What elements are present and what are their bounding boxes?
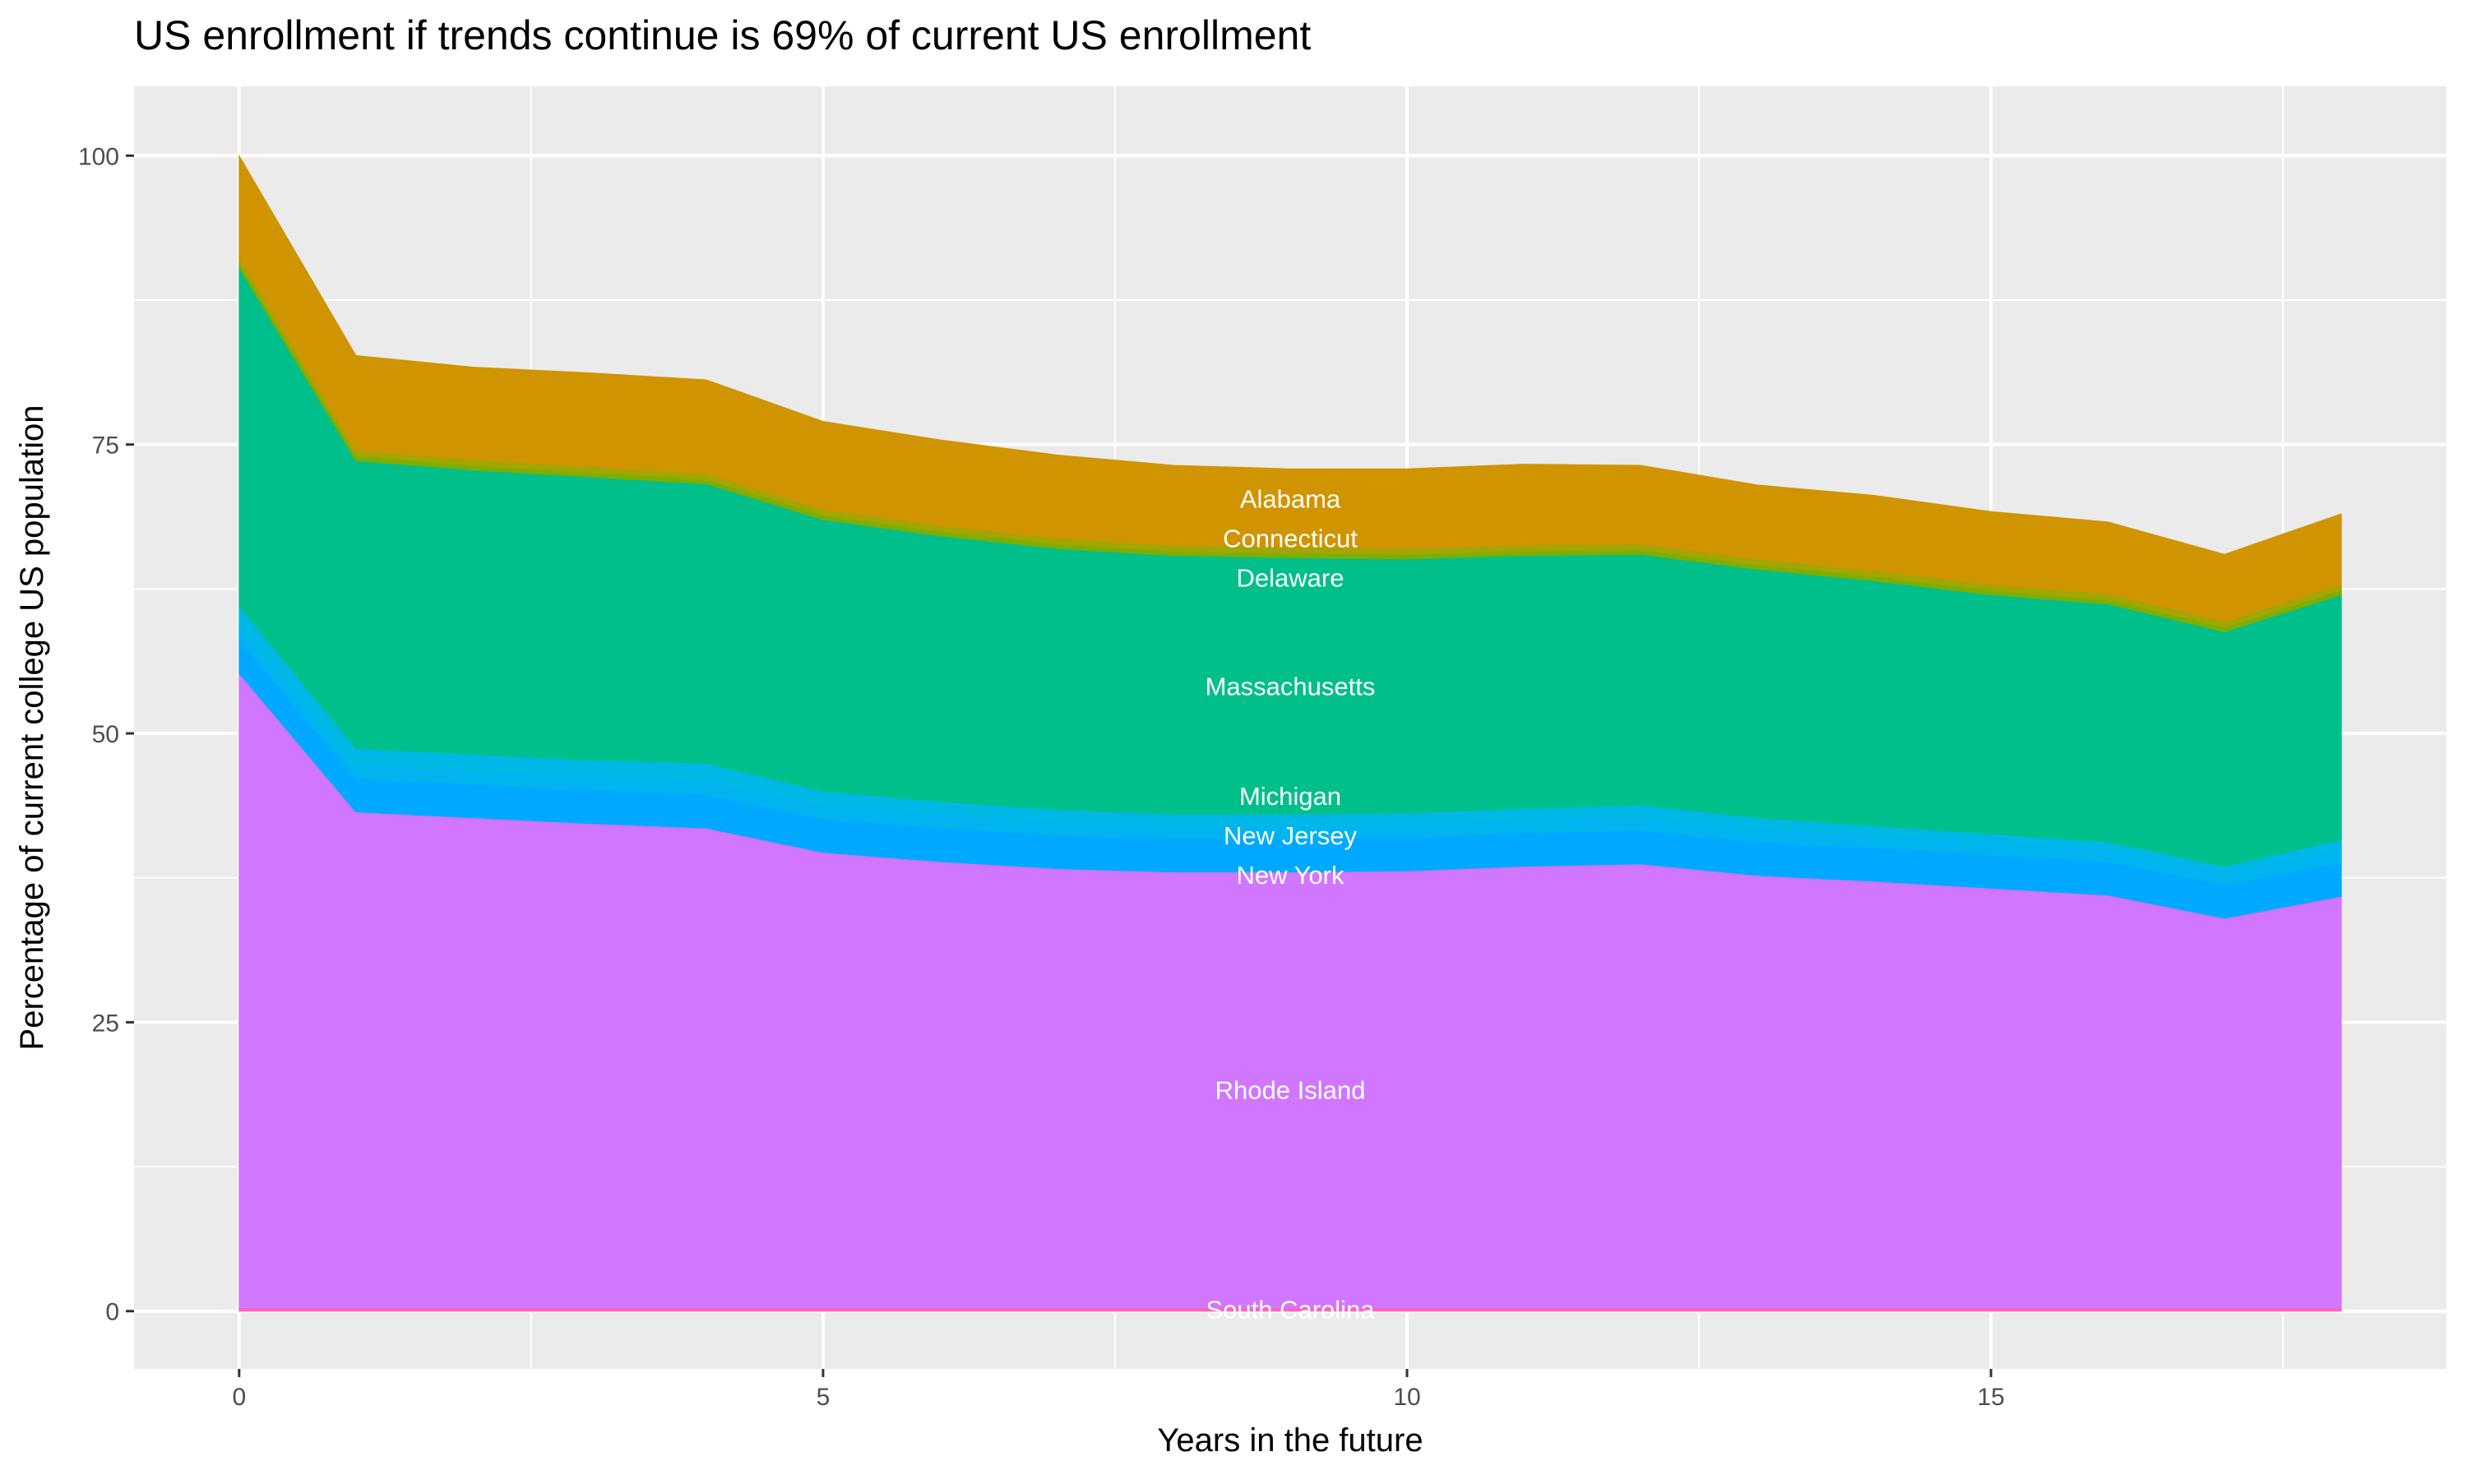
y-tick-label: 100 xyxy=(78,143,119,170)
series-label: Delaware xyxy=(1237,563,1345,592)
series-label: Connecticut xyxy=(1223,524,1358,552)
y-axis-ticks: 0 25 50 75 100 xyxy=(78,143,134,1326)
x-tick-label: 10 xyxy=(1393,1384,1420,1411)
y-tick-label: 0 xyxy=(105,1299,119,1326)
series-label: Alabama xyxy=(1240,484,1341,513)
series-label: Rhode Island xyxy=(1215,1076,1366,1105)
series-label: Massachusetts xyxy=(1206,672,1376,700)
area-alabama xyxy=(238,154,2342,622)
chart-title: US enrollment if trends continue is 69% … xyxy=(134,12,1311,58)
series-label: South Carolina xyxy=(1206,1296,1375,1325)
series-label: New Jersey xyxy=(1224,821,1357,850)
y-tick-label: 50 xyxy=(92,721,119,748)
series-labels: South Carolina Rhode Island New York New Je… xyxy=(1206,484,1376,1324)
y-tick-label: 75 xyxy=(92,432,119,460)
y-tick-label: 25 xyxy=(92,1010,119,1037)
series-label: Michigan xyxy=(1239,782,1341,811)
x-tick-label: 0 xyxy=(232,1384,246,1411)
x-axis-label: Years in the future xyxy=(1157,1422,1423,1459)
x-tick-label: 5 xyxy=(817,1384,831,1411)
x-tick-label: 15 xyxy=(1977,1384,2004,1411)
y-axis-label: Percentage of current college US populat… xyxy=(14,405,50,1051)
area-layers xyxy=(238,154,2342,1312)
series-label: New York xyxy=(1237,861,1345,890)
x-axis-ticks: 0 5 10 15 xyxy=(232,1369,2005,1411)
